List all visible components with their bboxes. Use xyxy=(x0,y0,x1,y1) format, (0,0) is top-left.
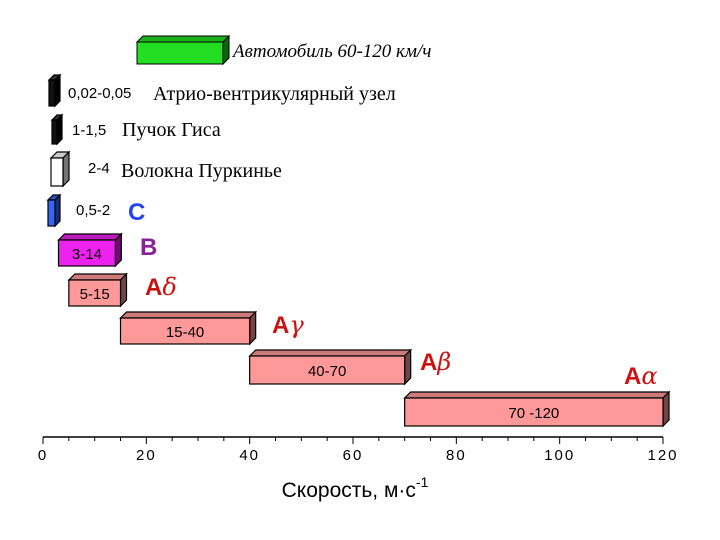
x-tick-label: 120 xyxy=(647,447,678,464)
bar-3 xyxy=(46,193,62,228)
bar-name-label: B xyxy=(140,234,157,261)
bar-8 xyxy=(403,390,671,428)
x-tick-label: 20 xyxy=(136,447,157,464)
bar-name-label: Aδ xyxy=(145,273,177,301)
bar-value-label: 0,02-0,05 xyxy=(68,85,131,102)
bar-7-side xyxy=(404,348,412,386)
bar-5-front xyxy=(68,279,122,307)
bar-name-label: Волокна Пуркинье xyxy=(121,160,282,182)
bar-8-side xyxy=(662,390,670,428)
bar-8-front xyxy=(404,397,664,427)
bars: Автомобиль 60-120 км/ч 0,02-0,05 Атрио-вен… xyxy=(46,34,671,428)
car-bar-front xyxy=(136,41,224,65)
bar-value-label: 40-70 xyxy=(308,363,346,380)
car-bar xyxy=(135,34,231,66)
bar-1-front xyxy=(51,119,58,145)
bar-6 xyxy=(119,310,258,346)
bar-name-greek: γ xyxy=(289,311,304,339)
bar-6-front xyxy=(119,317,251,345)
bar-value-label: 0,5-2 xyxy=(76,202,110,219)
bar-5 xyxy=(67,272,128,308)
bar-5-side xyxy=(119,272,128,308)
bar-0 xyxy=(47,73,62,108)
x-tick-label: 100 xyxy=(544,447,575,464)
bar-name-label: C xyxy=(128,199,145,226)
bar-value-label: 3-14 xyxy=(72,246,102,263)
bar-name-label: Aα xyxy=(624,362,658,390)
bar-4-top xyxy=(57,233,123,241)
bar-name-label: Aγ xyxy=(272,311,304,339)
bar-value-label: 2-4 xyxy=(88,160,110,177)
car-bar-top xyxy=(135,35,231,43)
bar-7 xyxy=(248,348,413,386)
bar-4 xyxy=(57,232,123,268)
bar-name-greek: β xyxy=(436,348,451,376)
x-axis-label-superscript: -1 xyxy=(416,474,429,490)
bar-6-top xyxy=(119,311,258,319)
bar-1 xyxy=(50,113,64,146)
x-tick-label: 0 xyxy=(38,447,48,464)
x-tick-label: 40 xyxy=(239,447,260,464)
bar-3-front xyxy=(47,199,56,227)
bar-4-front xyxy=(57,239,116,267)
bar-6-side xyxy=(249,310,257,346)
bar-4-side xyxy=(114,232,122,268)
car-label: Автомобиль 60-120 км/ч xyxy=(231,41,431,62)
bar-8-top xyxy=(403,391,671,399)
bar-name-label: Пучок Гиса xyxy=(122,119,221,141)
bar-3-side xyxy=(54,193,61,228)
bar-name-greek: δ xyxy=(162,273,176,301)
bar-value-label: 15-40 xyxy=(166,324,204,341)
bar-7-top xyxy=(248,349,413,357)
bar-value-label: 1-1,5 xyxy=(72,122,106,139)
x-axis: 0 20 40 60 80 100 120 xyxy=(38,436,678,464)
bar-name-label: Aβ xyxy=(420,348,451,376)
x-tick-label: 60 xyxy=(343,447,364,464)
x-tick-label: 80 xyxy=(446,447,467,464)
x-axis-label: Скорость, м·с-1 xyxy=(282,474,429,502)
bar-value-label: 5-15 xyxy=(80,286,110,303)
bar-name-label: Атрио-вентрикулярный узел xyxy=(153,83,396,105)
bar-value-label: 70 -120 xyxy=(508,405,559,422)
bar-1-side xyxy=(56,113,63,146)
bar-2 xyxy=(49,150,71,188)
bar-7-front xyxy=(249,355,406,385)
bar-5-top xyxy=(67,273,128,281)
bar-2-side xyxy=(62,150,70,188)
bar-2-front xyxy=(50,157,64,187)
bar-0-front xyxy=(48,79,56,107)
bar-0-side xyxy=(54,73,61,108)
bar-name-greek: α xyxy=(641,362,657,390)
